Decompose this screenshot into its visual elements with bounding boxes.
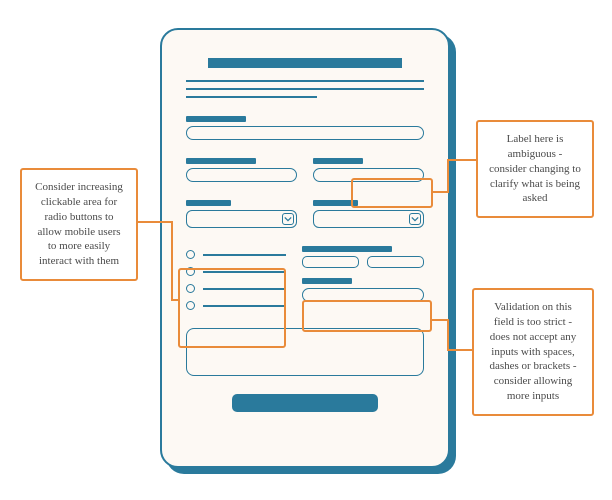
connector-line (0, 0, 612, 500)
